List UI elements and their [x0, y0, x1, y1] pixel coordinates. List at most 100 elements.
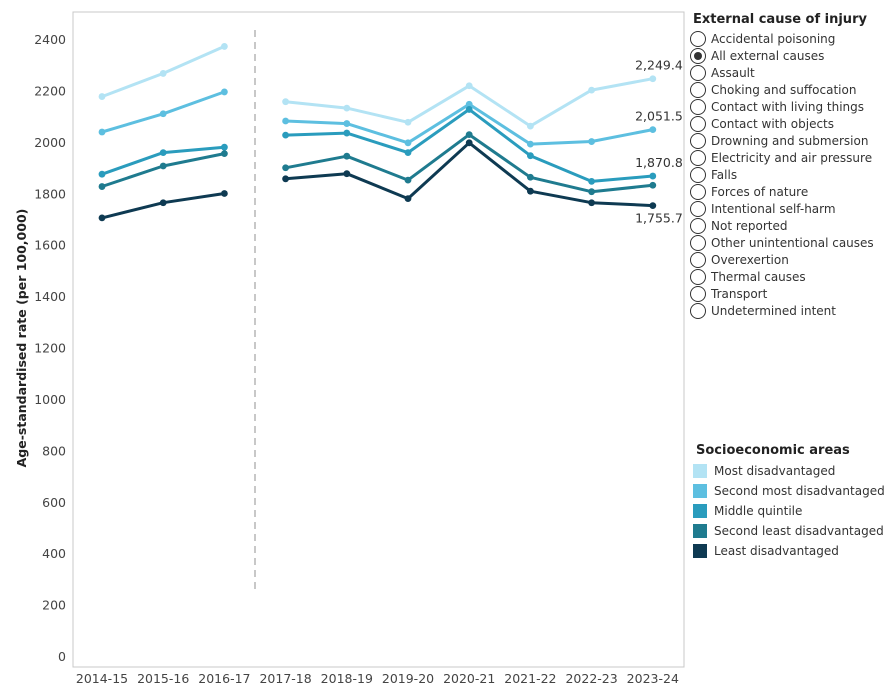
- cause-option-label: Thermal causes: [711, 269, 806, 284]
- cause-option[interactable]: Contact with objects: [690, 115, 885, 132]
- radio-button[interactable]: [690, 64, 706, 81]
- legend: Socioeconomic areas Most disadvantaged Se…: [693, 443, 888, 561]
- radio-button[interactable]: [690, 30, 706, 47]
- x-tick-label: 2017-18: [259, 671, 311, 686]
- cause-option[interactable]: Forces of nature: [690, 183, 885, 200]
- x-tick-label: 2014-15: [76, 671, 128, 686]
- y-tick-label: 1200: [34, 341, 66, 356]
- cause-option[interactable]: Choking and suffocation: [690, 81, 885, 98]
- cause-option[interactable]: Falls: [690, 166, 885, 183]
- data-point: [527, 152, 534, 160]
- data-point: [588, 199, 595, 207]
- data-point: [282, 175, 289, 183]
- radio-button[interactable]: [690, 302, 706, 319]
- cause-option-label: Forces of nature: [711, 184, 809, 199]
- radio-button[interactable]: [690, 285, 706, 302]
- legend-swatch: [693, 464, 707, 478]
- cause-option[interactable]: Thermal causes: [690, 268, 885, 285]
- data-point: [588, 138, 595, 145]
- data-point: [159, 162, 167, 170]
- data-point: [465, 82, 473, 90]
- cause-option[interactable]: Accidental poisoning: [690, 30, 885, 47]
- radio-button[interactable]: [690, 98, 706, 115]
- cause-option-label: Assault: [711, 65, 755, 80]
- cause-option[interactable]: Intentional self-harm: [690, 200, 885, 217]
- radio-button[interactable]: [690, 132, 706, 149]
- radio-button[interactable]: [690, 81, 706, 98]
- radio-button[interactable]: [690, 166, 706, 183]
- plot-frame: [72, 11, 685, 668]
- data-point: [649, 181, 657, 189]
- data-point: [98, 93, 106, 100]
- cause-option[interactable]: Undetermined intent: [690, 302, 885, 319]
- legend-label: Middle quintile: [714, 504, 803, 518]
- cause-option-label: Contact with living things: [711, 99, 865, 114]
- data-point: [649, 126, 657, 133]
- data-point: [159, 149, 167, 157]
- cause-option[interactable]: Electricity and air pressure: [690, 149, 885, 166]
- data-point: [221, 43, 228, 50]
- data-point: [98, 128, 106, 136]
- legend-item[interactable]: Second least disadvantaged: [693, 521, 888, 541]
- x-tick-label: 2018-19: [321, 671, 373, 686]
- data-point: [159, 70, 167, 77]
- cause-option-label: Accidental poisoning: [711, 31, 836, 46]
- cause-option-label: Falls: [711, 167, 738, 182]
- legend-label: Most disadvantaged: [714, 464, 836, 478]
- radio-button[interactable]: [690, 217, 706, 234]
- data-point: [221, 143, 228, 151]
- legend-item[interactable]: Most disadvantaged: [693, 461, 888, 481]
- data-point: [404, 176, 412, 184]
- legend-item[interactable]: Least disadvantaged: [693, 541, 888, 561]
- data-point: [527, 173, 534, 181]
- legend-item[interactable]: Middle quintile: [693, 501, 888, 521]
- cause-option[interactable]: All external causes: [690, 47, 885, 64]
- cause-option[interactable]: Drowning and submersion: [690, 132, 885, 149]
- legend-label: Second most disadvantaged: [714, 484, 885, 498]
- x-tick-label: 2016-17: [198, 671, 250, 686]
- cause-option[interactable]: Overexertion: [690, 251, 885, 268]
- y-tick-label: 0: [58, 649, 66, 664]
- radio-button[interactable]: [690, 47, 706, 64]
- radio-button[interactable]: [690, 268, 706, 285]
- cause-option[interactable]: Other unintentional causes: [690, 234, 885, 251]
- y-tick-label: 2400: [34, 32, 66, 47]
- cause-option[interactable]: Assault: [690, 64, 885, 81]
- legend-list: Most disadvantaged Second most disadvanta…: [693, 461, 888, 561]
- legend-label: Second least disadvantaged: [714, 524, 884, 538]
- radio-button[interactable]: [690, 234, 706, 251]
- y-tick-label: 1600: [34, 238, 66, 253]
- data-point: [159, 110, 167, 118]
- data-point: [282, 117, 289, 125]
- data-point: [649, 172, 657, 180]
- y-tick-label: 1800: [34, 186, 66, 201]
- radio-button[interactable]: [690, 149, 706, 166]
- legend-swatch: [693, 484, 707, 498]
- data-point: [588, 86, 595, 94]
- data-point: [343, 152, 351, 160]
- y-tick-label: 400: [42, 546, 66, 561]
- radio-button[interactable]: [690, 115, 706, 132]
- series-line: [101, 152, 225, 188]
- cause-option-label: Intentional self-harm: [711, 201, 836, 216]
- data-point: [465, 131, 473, 139]
- data-point: [527, 140, 534, 148]
- data-label: 1,755.7: [635, 211, 683, 226]
- y-axis-label: Age-standardised rate (per 100,000): [14, 209, 29, 468]
- cause-option[interactable]: Contact with living things: [690, 98, 885, 115]
- radio-button[interactable]: [690, 251, 706, 268]
- data-point: [404, 118, 412, 126]
- cause-option-label: Transport: [711, 286, 768, 301]
- radio-button[interactable]: [690, 183, 706, 200]
- data-point: [343, 120, 351, 127]
- cause-option[interactable]: Not reported: [690, 217, 885, 234]
- data-point: [221, 190, 228, 197]
- legend-item[interactable]: Second most disadvantaged: [693, 481, 888, 501]
- radio-button[interactable]: [690, 200, 706, 217]
- cause-option-label: Drowning and submersion: [711, 133, 869, 148]
- cause-option[interactable]: Transport: [690, 285, 885, 302]
- data-point: [404, 149, 412, 157]
- data-point: [343, 129, 351, 137]
- data-point: [98, 183, 106, 190]
